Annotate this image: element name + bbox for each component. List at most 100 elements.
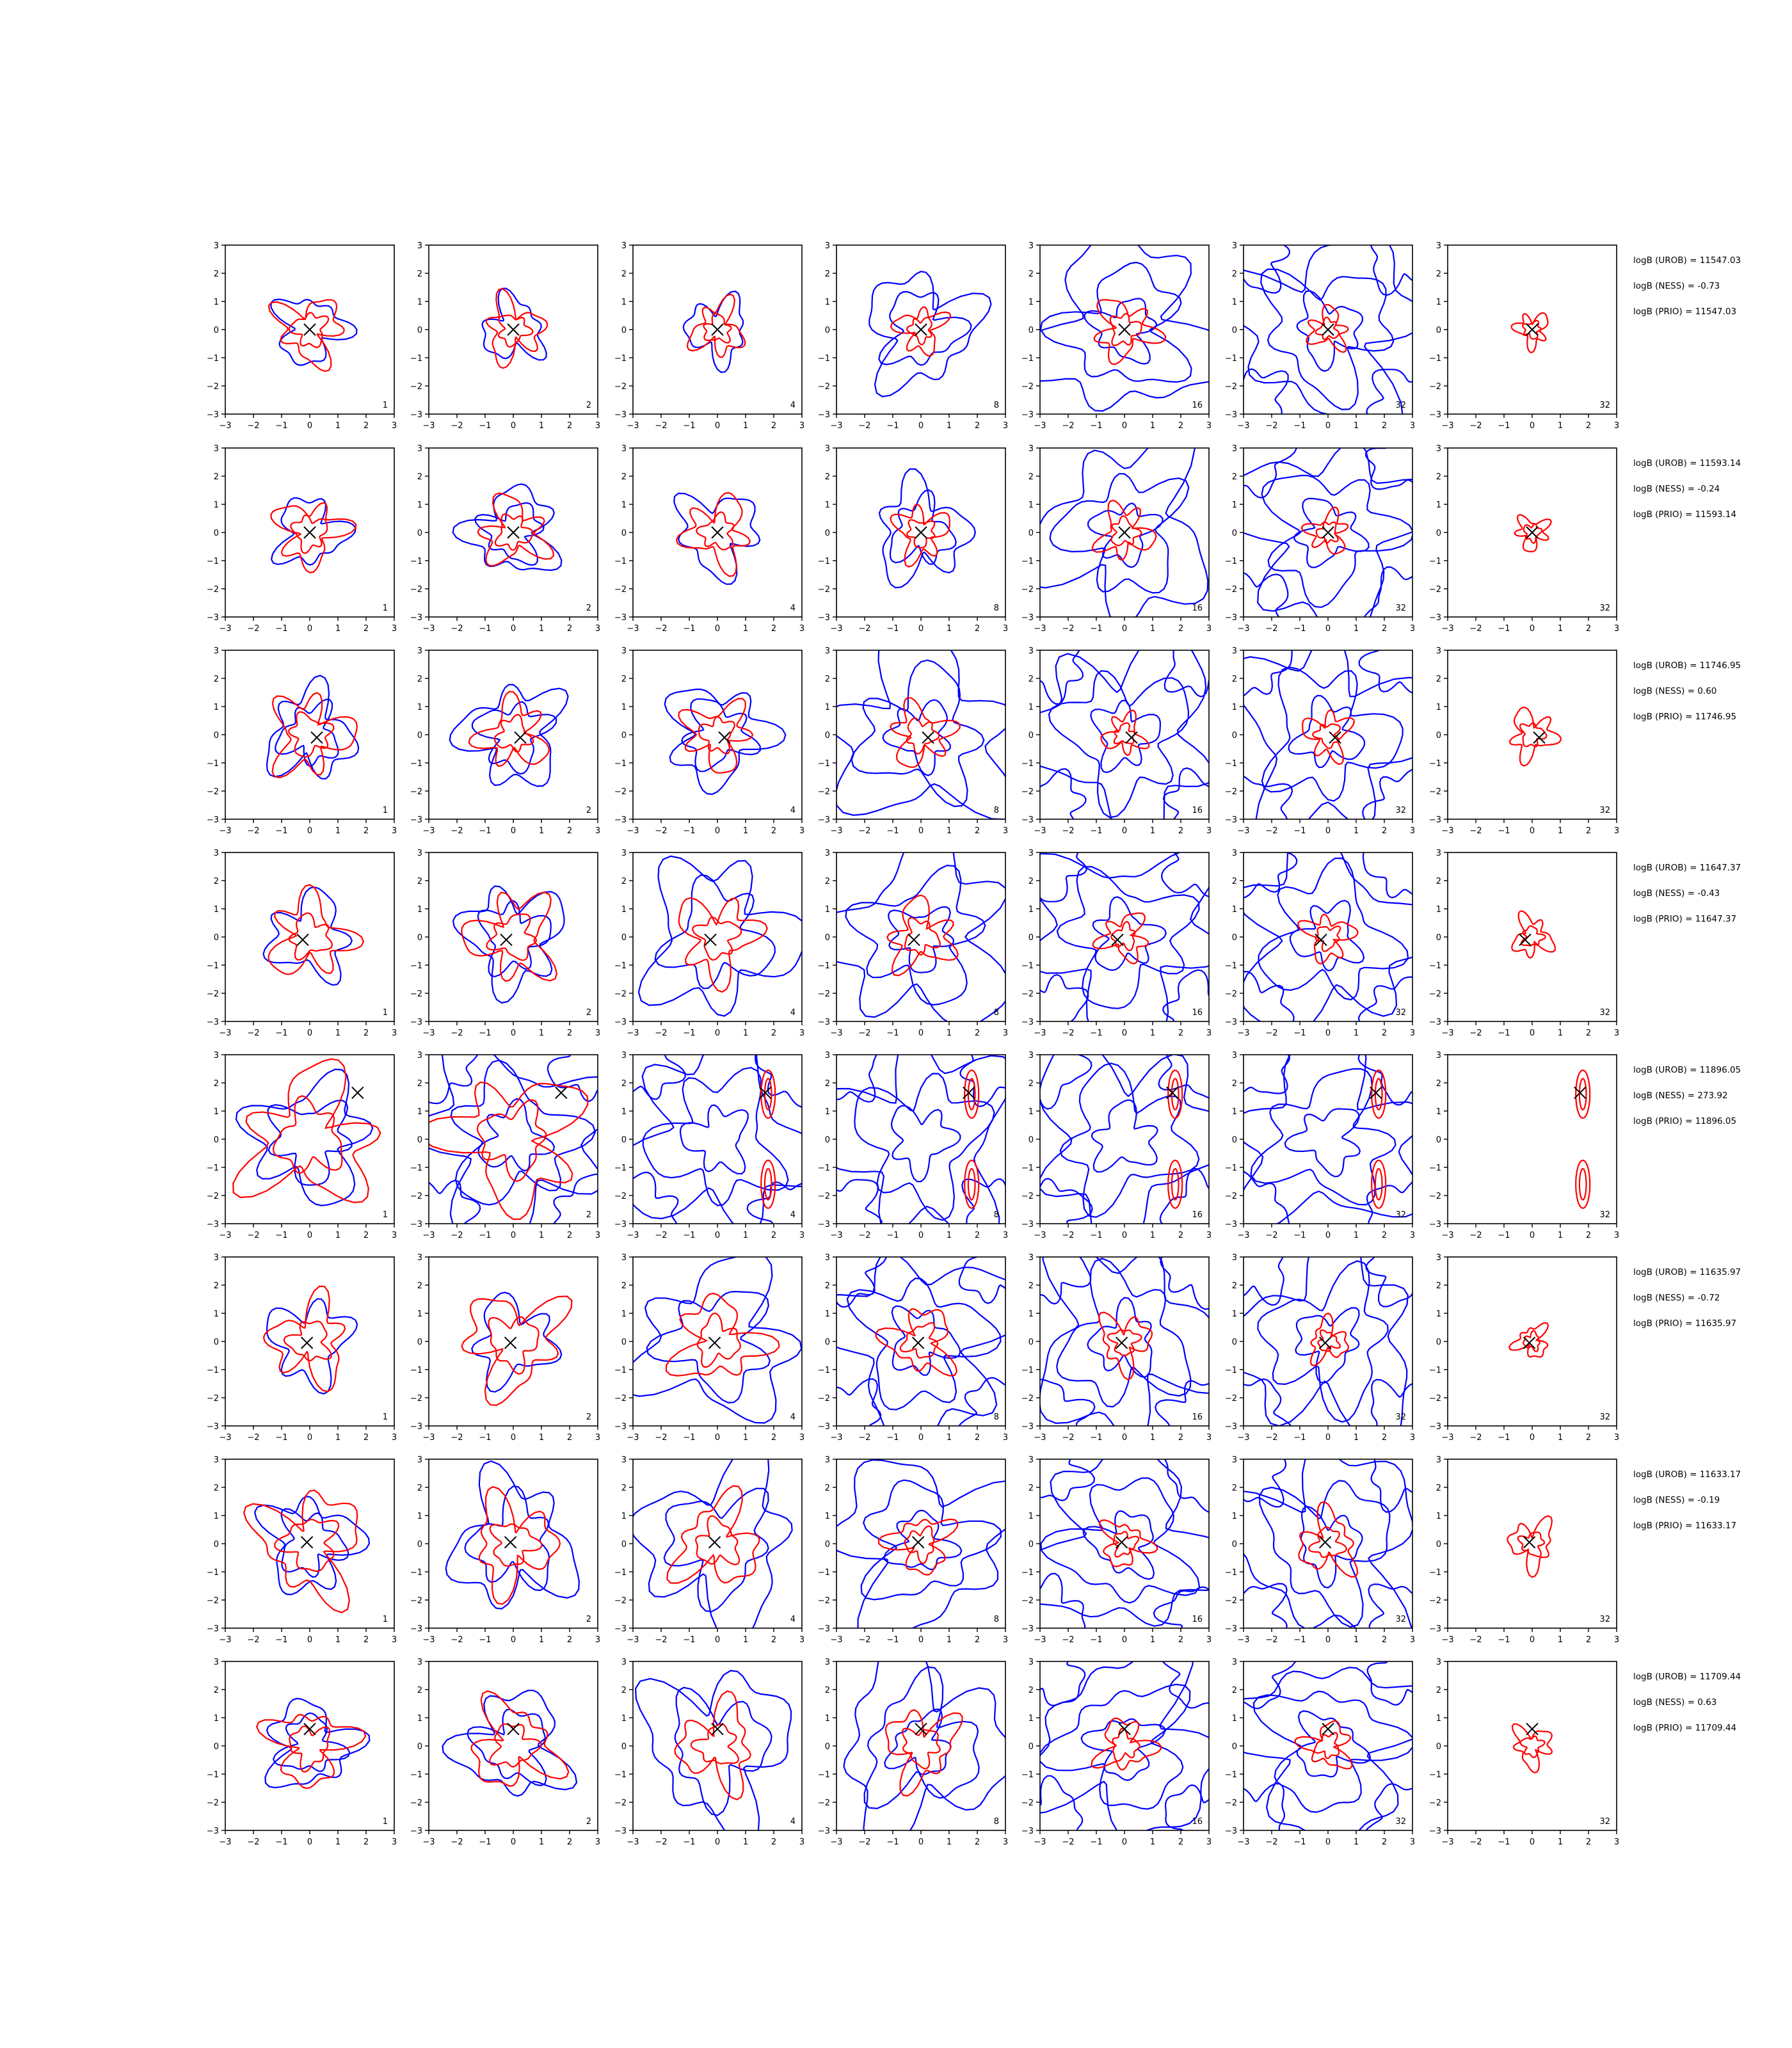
outer-contour-line [845,865,986,1006]
x-tick-label: 3 [1003,1837,1008,1847]
contour-area [461,1292,573,1406]
y-tick-label: −2 [410,585,422,595]
panel-label: 32 [1599,1615,1610,1624]
x-tick-label: −1 [1090,1028,1102,1038]
y-tick-label: −3 [1225,1220,1237,1229]
y-tick-label: 1 [1028,905,1034,915]
inner-contour-line [271,692,358,779]
x-tick-label: 3 [392,826,397,836]
y-tick-label: −3 [614,1624,627,1634]
x-tick-label: 2 [771,826,776,836]
y-tick-label: −3 [1021,410,1034,420]
y-tick-label: 2 [417,1484,422,1493]
x-tick-label: −2 [1062,1231,1074,1240]
y-tick-label: −1 [1225,961,1237,971]
outer-contour-line [633,1171,679,1224]
x-tick-label: 1 [335,1837,340,1847]
panel: −3 −2 −1 0 1 2 3 3 2 1 0 −1 −2 −3 2 [410,1051,600,1240]
x-tick-label: 0 [1325,1231,1331,1240]
x-tick-label: −3 [1237,1028,1249,1038]
outer-contour-line [961,1178,1005,1224]
x-tick-label: 1 [1150,826,1155,836]
y-tick-label: 2 [1436,1484,1441,1493]
x-tick-label: −1 [683,1433,695,1443]
panel: −3 −2 −1 0 1 2 3 3 2 1 0 −1 −2 −3 16 [1021,1051,1212,1240]
x-tick-label: −2 [1469,1231,1482,1240]
row-stat-text: logB (PRIO) = 11547.03 [1633,307,1736,317]
x-tick-label: 0 [715,1433,720,1443]
x-tick-label: −3 [422,1837,435,1847]
y-tick-label: −3 [1021,815,1034,825]
x-tick-label: 0 [1122,1231,1127,1240]
inner-contour-line [288,312,330,348]
x-tick-label: −1 [683,1231,695,1240]
y-tick-label: 1 [621,1107,627,1117]
y-tick-label: 3 [214,646,219,656]
inner-contour-line [1575,1069,1591,1119]
y-tick-label: −1 [207,1568,219,1578]
x-tick-label: −1 [275,1231,287,1240]
panel-label: 32 [1599,1210,1610,1220]
row-stat-text: logB (UROB) = 11635.97 [1633,1267,1741,1277]
x-tick-label: 3 [1410,1231,1415,1240]
outer-contour-line [270,298,358,366]
x-tick-label: 0 [918,1433,924,1443]
x-tick-label: 3 [1206,1433,1212,1443]
x-tick-label: 1 [1558,1433,1563,1443]
true-value-marker [1118,323,1131,336]
inner-contour-line [760,1069,776,1119]
x-tick-label: −2 [1469,421,1482,431]
panel-label: 4 [790,1615,796,1624]
outer-contour-line [1357,976,1412,1021]
x-tick-label: 1 [1354,1433,1359,1443]
x-tick-label: −2 [247,1635,259,1645]
y-tick-label: 3 [1436,849,1441,858]
y-tick-label: 0 [1028,1742,1034,1752]
x-tick-label: −3 [219,1433,231,1443]
true-value-marker [507,323,520,336]
y-tick-label: 0 [1028,326,1034,335]
x-tick-label: −2 [1265,1635,1277,1645]
x-tick-label: 3 [1410,1837,1415,1847]
y-tick-label: 1 [621,298,627,307]
x-tick-label: 1 [947,1028,952,1038]
y-tick-label: 0 [825,1742,830,1752]
x-tick-label: 3 [799,1231,804,1240]
outer-contour-line [843,1661,1005,1830]
x-tick-label: 0 [1122,624,1127,634]
true-value-marker [1166,1086,1179,1100]
x-tick-label: 1 [1354,1231,1359,1240]
inner-contour-line [243,1489,358,1613]
y-tick-label: −3 [818,1827,830,1836]
outer-contour-line [1040,1257,1209,1426]
x-tick-label: −2 [858,826,870,836]
x-tick-label: −1 [886,1837,899,1847]
x-tick-label: −3 [627,826,639,836]
contour-area [1040,245,1209,412]
y-tick-label: −2 [614,1192,627,1201]
panel-label: 16 [1192,604,1203,613]
x-tick-label: −2 [1469,1028,1482,1038]
y-tick-label: 2 [825,675,830,684]
y-tick-label: 3 [417,646,422,656]
outer-contour-line [1244,970,1295,1021]
true-value-marker [1533,731,1546,744]
y-tick-label: 0 [825,1135,830,1145]
x-tick-label: −1 [886,1433,899,1443]
y-tick-label: −3 [614,410,627,420]
y-tick-label: −2 [207,1192,219,1201]
x-tick-label: −1 [886,826,899,836]
outer-contour-line [851,659,985,808]
x-tick-label: 3 [595,826,600,836]
x-tick-label: 0 [715,1635,720,1645]
y-tick-label: 2 [417,1079,422,1089]
y-tick-label: 1 [1232,905,1237,915]
y-tick-label: −1 [818,1770,830,1780]
y-tick-label: 1 [417,905,422,915]
y-tick-label: 1 [1028,500,1034,510]
inner-contour-line [1519,1735,1546,1759]
x-tick-label: 2 [1586,1837,1591,1847]
x-tick-label: −1 [479,421,491,431]
y-tick-label: 2 [1028,1079,1034,1089]
y-tick-label: 2 [1232,1686,1237,1695]
